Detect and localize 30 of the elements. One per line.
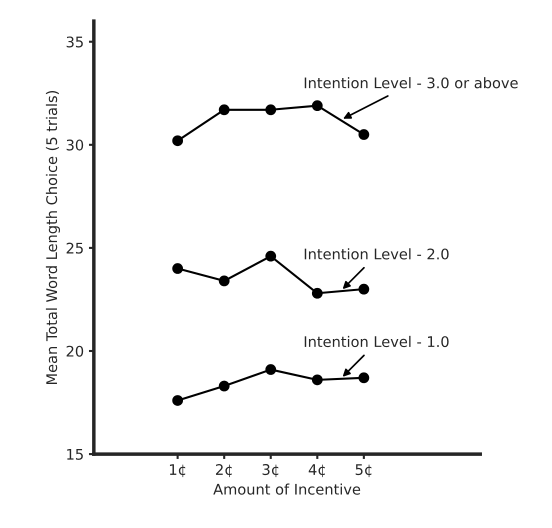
x-tick-label: 4¢ [308, 464, 325, 478]
point [265, 250, 276, 262]
point [358, 372, 370, 384]
y-axis-title: Mean Total Word Length Choice (5 trials) [46, 90, 60, 384]
x-tick-label: 1¢ [170, 464, 186, 478]
point [172, 395, 184, 406]
point [358, 284, 370, 295]
text: Intention Level - 1.0 [304, 336, 449, 348]
y-tick-label: 35 [66, 36, 83, 48]
y-tick-label: 15 [67, 448, 83, 460]
x-axis-title: Amount of Incentive [213, 483, 360, 495]
point [265, 104, 276, 116]
point [312, 100, 323, 112]
x-tick-label: 3¢ [262, 464, 278, 478]
point [172, 135, 184, 146]
point [312, 288, 323, 299]
point [172, 263, 184, 274]
x-tick-label: 5¢ [356, 464, 372, 478]
point [218, 104, 230, 116]
series-label: Intention Level - 3.0 or above [304, 77, 518, 88]
y-tick-label: 20 [66, 346, 84, 357]
point [358, 129, 370, 140]
point [218, 276, 230, 286]
point [218, 380, 230, 392]
point [265, 364, 276, 375]
point [312, 374, 323, 386]
x-tick-label: 2¢ [216, 464, 232, 478]
y-tick-label: 30 [66, 140, 84, 151]
y-tick-label: 25 [66, 242, 83, 254]
series-label: Intention Level - 2.0 [304, 248, 449, 260]
